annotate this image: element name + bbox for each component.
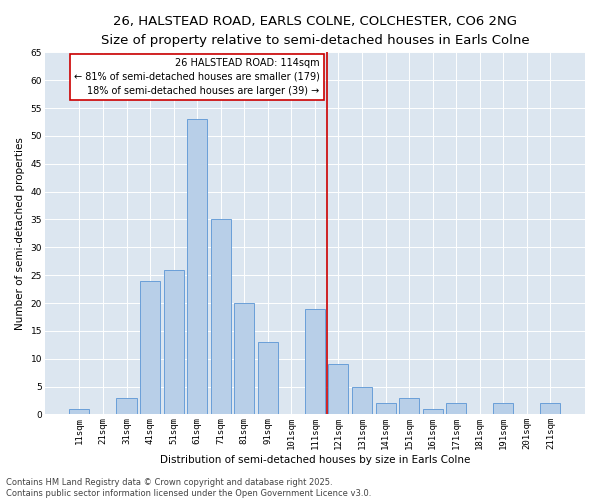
Text: Contains HM Land Registry data © Crown copyright and database right 2025.
Contai: Contains HM Land Registry data © Crown c… [6, 478, 371, 498]
Bar [446, 404, 466, 414]
Bar [187, 119, 207, 414]
Bar [116, 398, 137, 414]
Bar [234, 303, 254, 414]
Bar [541, 404, 560, 414]
Text: 26 HALSTEAD ROAD: 114sqm
← 81% of semi-detached houses are smaller (179)
18% of : 26 HALSTEAD ROAD: 114sqm ← 81% of semi-d… [74, 58, 320, 96]
Y-axis label: Number of semi-detached properties: Number of semi-detached properties [15, 137, 25, 330]
X-axis label: Distribution of semi-detached houses by size in Earls Colne: Distribution of semi-detached houses by … [160, 455, 470, 465]
Bar [352, 386, 372, 414]
Bar [422, 409, 443, 414]
Bar [399, 398, 419, 414]
Bar [305, 308, 325, 414]
Bar [493, 404, 514, 414]
Bar [140, 280, 160, 414]
Bar [164, 270, 184, 414]
Bar [258, 342, 278, 414]
Bar [328, 364, 349, 414]
Bar [376, 404, 395, 414]
Title: 26, HALSTEAD ROAD, EARLS COLNE, COLCHESTER, CO6 2NG
Size of property relative to: 26, HALSTEAD ROAD, EARLS COLNE, COLCHEST… [101, 15, 529, 47]
Bar [70, 409, 89, 414]
Bar [211, 220, 231, 414]
